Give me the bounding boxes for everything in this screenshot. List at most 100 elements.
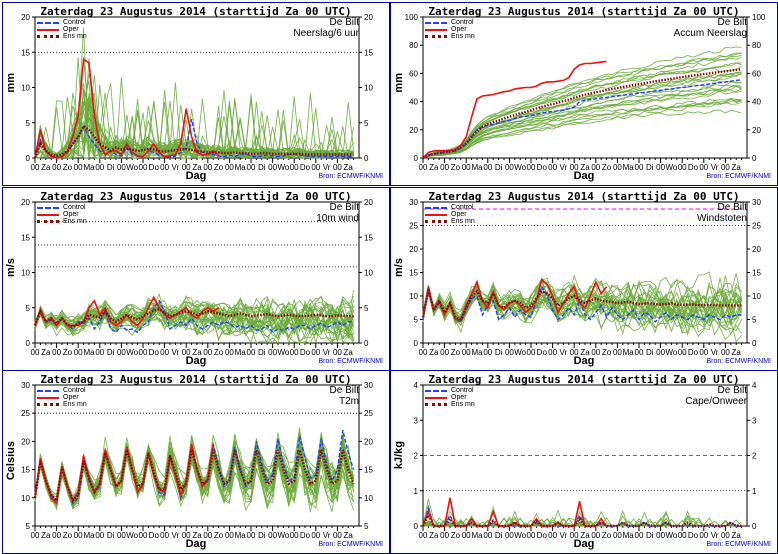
- xtick-00-label: 00: [117, 163, 126, 172]
- xtick-day-label: Za: [429, 531, 439, 540]
- xtick-00-label: 00: [570, 531, 579, 540]
- xtick-00-label: 00: [52, 163, 61, 172]
- xtick-day-label: Ma: [471, 348, 483, 357]
- legend-item-oper: Oper: [425, 394, 475, 401]
- xtick-00-label: 00: [699, 531, 708, 540]
- legend-label-ensmn: Ens mn: [63, 218, 87, 225]
- chart-panel-windstoten: 0 0 5 5 10 10 15 15 20 20 25 25 30 30 00 Za 00 Zo 00 Ma 00 Di…: [390, 187, 778, 371]
- xtick-day-label: Vr: [560, 163, 568, 172]
- xtick-00-label: 00: [591, 531, 600, 540]
- xtick-day-label: Za: [429, 163, 439, 172]
- legend-label-oper: Oper: [63, 394, 79, 401]
- legend-item-ensmn: Ens mn: [425, 218, 475, 225]
- xtick-day-label: Za: [580, 348, 590, 357]
- xtick-00-label: 00: [52, 531, 61, 540]
- ytick-label-left: 15: [409, 269, 418, 278]
- legend-item-ensmn: Ens mn: [37, 33, 87, 40]
- ytick-label-right: 10: [364, 494, 373, 503]
- xtick-day-label: Vr: [172, 348, 180, 357]
- series-line-ens-mn: [421, 512, 742, 528]
- xtick-day-label: Vr: [323, 531, 331, 540]
- legend-label-oper: Oper: [451, 26, 467, 33]
- ytick-label-left: 60: [409, 69, 418, 78]
- xtick-00-label: 00: [678, 163, 687, 172]
- ytick-label-right: 15: [752, 269, 761, 278]
- xtick-00-label: 00: [268, 163, 277, 172]
- ytick-label-left: 20: [21, 437, 30, 446]
- chart-title: Zaterdag 23 Augustus 2014 (starttijd Za …: [428, 190, 740, 203]
- legend-item-oper: Oper: [37, 394, 87, 401]
- xtick-00-label: 00: [440, 531, 449, 540]
- xtick-day-label: Di: [646, 531, 654, 540]
- xtick-day-label: Ma: [623, 531, 635, 540]
- y-axis-label: kJ/kg: [393, 441, 405, 470]
- xtick-day-label: Zo: [214, 163, 224, 172]
- xtick-00-label: 00: [31, 163, 40, 172]
- location-block: De Bilt T2m: [330, 385, 359, 407]
- xtick-00-label: 00: [527, 163, 536, 172]
- xtick-00-label: 00: [95, 348, 104, 357]
- xtick-day-label: Wo: [126, 531, 138, 540]
- ytick-label-left: 3: [414, 416, 419, 425]
- chart-svg-cape: 0 01 12 23 34 400 Za 00 Zo 00 Ma 00 Di 00 Wo 00 Do 00 Vr 00…: [414, 381, 757, 540]
- xtick-day-label: Di: [107, 531, 115, 540]
- legend: Control Oper Ens mn: [425, 204, 475, 225]
- xtick-day-label: Wo: [126, 163, 138, 172]
- series-line-oper: [422, 497, 608, 527]
- xtick-day-label: Di: [646, 163, 654, 172]
- legend-label-ensmn: Ens mn: [63, 33, 87, 40]
- legend: Control Oper Ens mn: [37, 204, 87, 225]
- ensemble-member-line: [34, 127, 354, 160]
- xtick-day-label: Do: [537, 348, 548, 357]
- legend-label-control: Control: [451, 387, 474, 394]
- ensemble-member-line: [34, 88, 354, 159]
- legend-item-ensmn: Ens mn: [425, 33, 475, 40]
- source-label: Bron: ECMWF/KNMI: [318, 541, 383, 548]
- chart-title: Zaterdag 23 Augustus 2014 (starttijd Za …: [40, 190, 352, 203]
- xtick-day-label: Wo: [665, 163, 677, 172]
- xtick-day-label: Wo: [126, 348, 138, 357]
- ytick-label-left: 25: [21, 409, 30, 418]
- xtick-00-label: 00: [548, 531, 557, 540]
- xtick-00-label: 00: [268, 348, 277, 357]
- legend-item-oper: Oper: [37, 26, 87, 33]
- xtick-00-label: 00: [247, 531, 256, 540]
- ensemble-member-line: [422, 271, 743, 322]
- xtick-00-label: 00: [139, 163, 148, 172]
- xtick-day-label: Za: [580, 163, 590, 172]
- x-axis-label: Dag: [573, 538, 595, 550]
- xtick-00-label: 00: [160, 531, 169, 540]
- ytick-label-right: 10: [364, 269, 373, 278]
- xtick-day-label: Ma: [623, 163, 635, 172]
- xtick-day-label: Za: [344, 531, 354, 540]
- legend-label-oper: Oper: [63, 211, 79, 218]
- xtick-00-label: 00: [333, 348, 342, 357]
- series-line-ens-mn: [421, 288, 742, 322]
- legend-item-control: Control: [425, 387, 475, 394]
- series-line-oper: [34, 295, 220, 327]
- xtick-00-label: 00: [95, 531, 104, 540]
- xtick-day-label: Ma: [83, 348, 95, 357]
- ytick-label-left: 30: [21, 381, 30, 390]
- xtick-00-label: 00: [290, 163, 299, 172]
- xtick-day-label: Za: [429, 348, 439, 357]
- source-label: Bron: ECMWF/KNMI: [706, 358, 771, 365]
- xtick-day-label: Zo: [63, 531, 73, 540]
- ytick-label-left: 0: [26, 339, 31, 348]
- xtick-day-label: Ma: [623, 348, 635, 357]
- xtick-day-label: Za: [344, 348, 354, 357]
- ytick-label-left: 15: [21, 48, 30, 57]
- legend-item-oper: Oper: [425, 26, 475, 33]
- location-block: De Bilt Windstoten: [697, 202, 747, 224]
- x-axis-label: Dag: [185, 355, 207, 367]
- series-line-control: [34, 299, 354, 334]
- legend-label-control: Control: [451, 204, 474, 211]
- y-axis-label: Celsius: [5, 441, 17, 481]
- xtick-day-label: Wo: [277, 348, 289, 357]
- xtick-00-label: 00: [333, 531, 342, 540]
- series-line-control: [34, 119, 354, 159]
- xtick-00-label: 00: [31, 348, 40, 357]
- location-label: De Bilt: [717, 17, 747, 28]
- chart-panel-wind10m: 0 0 5 5 10 10 15 15 20 20 00 Za 00 Zo 00 Ma 00 Di 00 Wo 00 Do…: [2, 187, 390, 371]
